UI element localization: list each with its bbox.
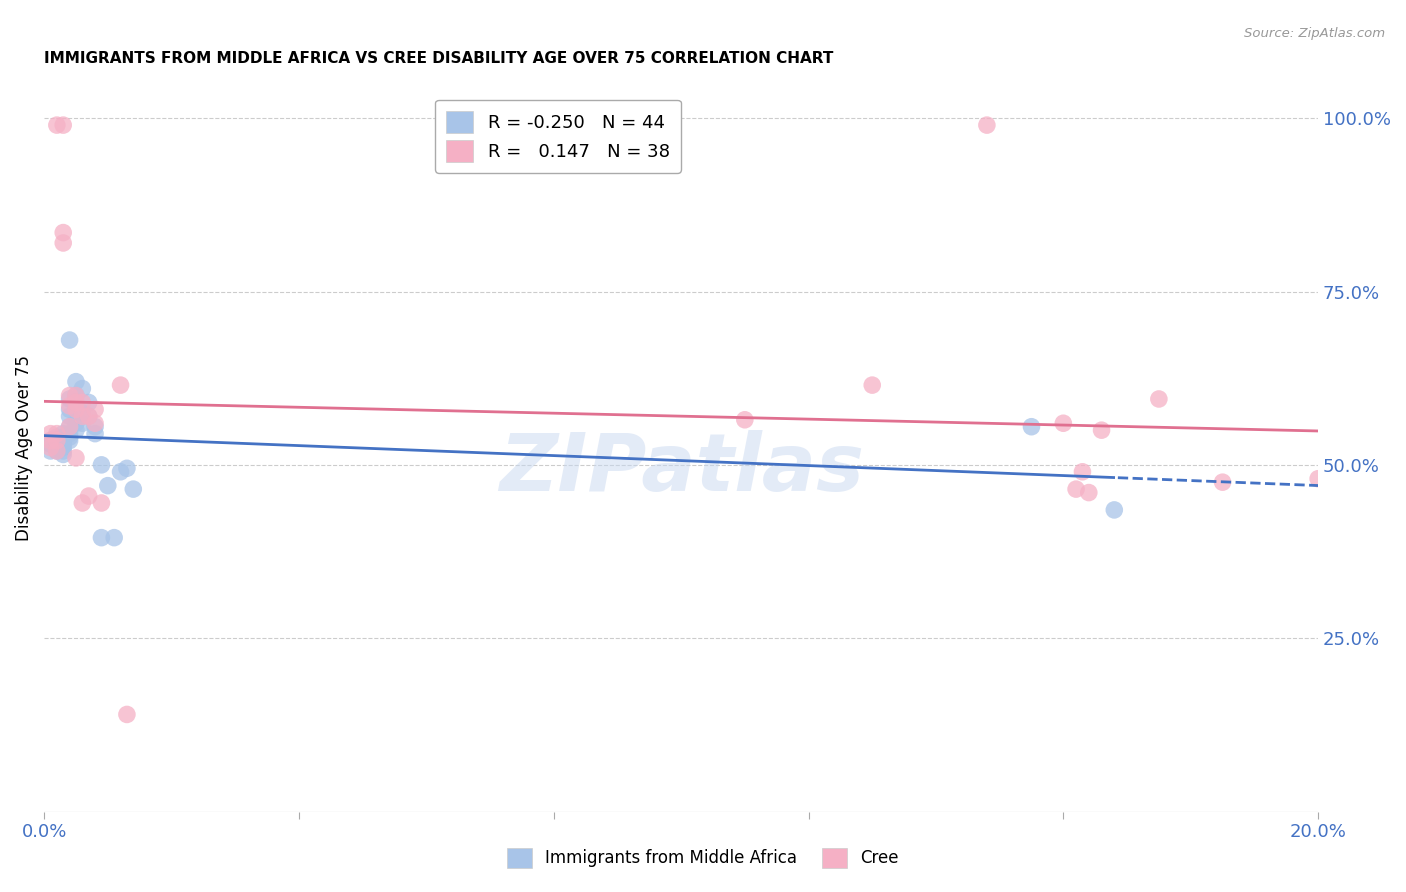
Point bbox=[58, 434, 80, 448]
Point bbox=[58, 392, 80, 406]
Point bbox=[1064, 482, 1087, 496]
Point bbox=[72, 395, 94, 409]
Point bbox=[52, 437, 75, 451]
Point bbox=[1052, 416, 1074, 430]
Point bbox=[39, 444, 62, 458]
Point bbox=[77, 409, 100, 424]
Point bbox=[58, 419, 80, 434]
Point bbox=[110, 378, 132, 392]
Point bbox=[58, 399, 80, 413]
Point bbox=[1104, 503, 1126, 517]
Point bbox=[45, 437, 67, 451]
Point bbox=[52, 235, 75, 250]
Y-axis label: Disability Age Over 75: Disability Age Over 75 bbox=[15, 354, 32, 541]
Point bbox=[84, 416, 107, 430]
Point bbox=[65, 423, 87, 437]
Point bbox=[1071, 465, 1094, 479]
Point bbox=[65, 388, 87, 402]
Point bbox=[97, 478, 120, 492]
Point bbox=[65, 402, 87, 417]
Point bbox=[58, 402, 80, 417]
Point bbox=[52, 434, 75, 448]
Point bbox=[1090, 423, 1112, 437]
Point bbox=[52, 441, 75, 455]
Point bbox=[39, 441, 62, 455]
Point bbox=[39, 437, 62, 451]
Point bbox=[1021, 419, 1043, 434]
Point bbox=[58, 419, 80, 434]
Point bbox=[72, 496, 94, 510]
Point bbox=[110, 465, 132, 479]
Point bbox=[84, 402, 107, 417]
Point bbox=[52, 447, 75, 461]
Point bbox=[77, 409, 100, 424]
Point bbox=[45, 444, 67, 458]
Point bbox=[58, 333, 80, 347]
Point bbox=[1147, 392, 1170, 406]
Point bbox=[58, 388, 80, 402]
Point bbox=[58, 426, 80, 441]
Point bbox=[52, 444, 75, 458]
Point bbox=[58, 430, 80, 444]
Point bbox=[90, 458, 112, 472]
Point bbox=[84, 419, 107, 434]
Point bbox=[65, 375, 87, 389]
Point bbox=[45, 441, 67, 455]
Point bbox=[52, 118, 75, 132]
Point bbox=[45, 444, 67, 458]
Point bbox=[45, 426, 67, 441]
Point bbox=[39, 426, 62, 441]
Point bbox=[72, 409, 94, 424]
Point bbox=[65, 388, 87, 402]
Point bbox=[1077, 485, 1099, 500]
Point bbox=[52, 430, 75, 444]
Point bbox=[39, 434, 62, 448]
Point bbox=[84, 426, 107, 441]
Text: IMMIGRANTS FROM MIDDLE AFRICA VS CREE DISABILITY AGE OVER 75 CORRELATION CHART: IMMIGRANTS FROM MIDDLE AFRICA VS CREE DI… bbox=[44, 51, 834, 66]
Point bbox=[90, 531, 112, 545]
Text: Source: ZipAtlas.com: Source: ZipAtlas.com bbox=[1244, 27, 1385, 40]
Point bbox=[115, 461, 138, 475]
Point bbox=[65, 402, 87, 417]
Point bbox=[65, 416, 87, 430]
Point bbox=[65, 395, 87, 409]
Text: ZIPatlas: ZIPatlas bbox=[499, 430, 863, 508]
Point bbox=[103, 531, 125, 545]
Point bbox=[90, 496, 112, 510]
Point bbox=[45, 430, 67, 444]
Point bbox=[45, 434, 67, 448]
Point bbox=[77, 395, 100, 409]
Point bbox=[115, 707, 138, 722]
Point bbox=[45, 118, 67, 132]
Point bbox=[1212, 475, 1234, 490]
Point bbox=[860, 378, 883, 392]
Point bbox=[976, 118, 998, 132]
Point bbox=[39, 434, 62, 448]
Point bbox=[1308, 472, 1330, 486]
Point bbox=[72, 416, 94, 430]
Point bbox=[45, 434, 67, 448]
Point bbox=[734, 413, 756, 427]
Point bbox=[77, 489, 100, 503]
Point bbox=[122, 482, 145, 496]
Legend: Immigrants from Middle Africa, Cree: Immigrants from Middle Africa, Cree bbox=[501, 841, 905, 875]
Point bbox=[52, 226, 75, 240]
Legend: R = -0.250   N = 44, R =   0.147   N = 38: R = -0.250 N = 44, R = 0.147 N = 38 bbox=[436, 100, 681, 173]
Point bbox=[65, 450, 87, 465]
Point bbox=[58, 409, 80, 424]
Point bbox=[72, 406, 94, 420]
Point bbox=[52, 426, 75, 441]
Point bbox=[72, 382, 94, 396]
